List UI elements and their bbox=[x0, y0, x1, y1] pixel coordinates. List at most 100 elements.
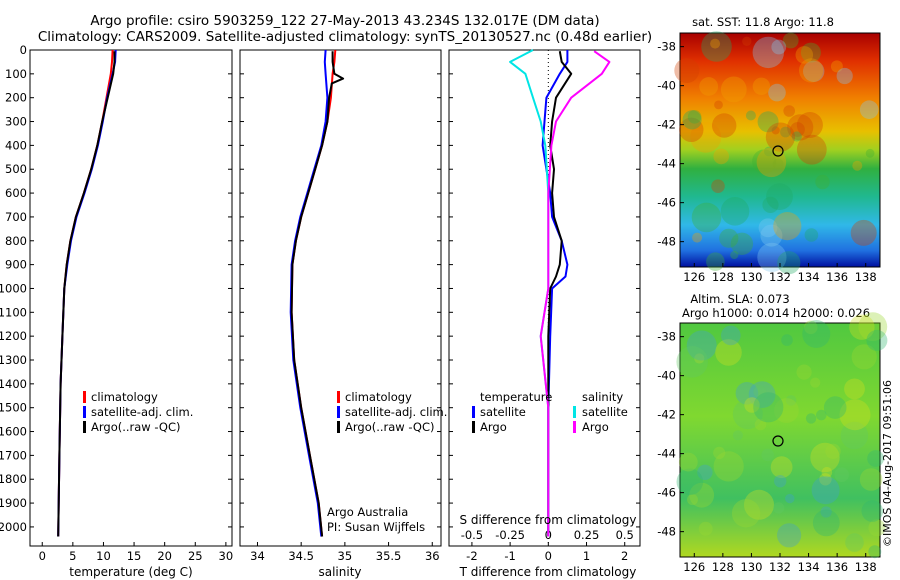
temperature-series-argo bbox=[57, 51, 116, 537]
map-texture-blob bbox=[796, 112, 823, 138]
depth-tick-label: 1600 bbox=[0, 425, 27, 439]
map-texture-blob bbox=[731, 499, 761, 528]
tdiff-tick-label: -1 bbox=[504, 549, 515, 563]
depth-tick-label: 900 bbox=[5, 258, 27, 272]
map-lat-tick-label: -48 bbox=[657, 525, 676, 539]
legend-swatch-satellite bbox=[83, 406, 86, 418]
map-texture-blob bbox=[694, 353, 705, 364]
map-texture-blob bbox=[752, 149, 777, 174]
map-lat-tick-label: -46 bbox=[657, 196, 676, 210]
map-texture-blob bbox=[771, 126, 780, 135]
sla-map bbox=[676, 312, 888, 559]
map-texture-blob bbox=[810, 442, 840, 473]
map-texture-blob bbox=[765, 122, 796, 152]
legend-swatch-sal-satellite bbox=[573, 406, 576, 418]
map-texture-blob bbox=[761, 448, 774, 462]
map-texture-blob bbox=[762, 196, 779, 213]
legend-swatch-temp-satellite bbox=[472, 406, 475, 418]
map-texture-blob bbox=[713, 148, 729, 165]
map-texture-blob bbox=[799, 58, 824, 83]
map-texture-blob bbox=[690, 121, 722, 153]
temperature-tick-label: 25 bbox=[188, 549, 203, 563]
map-texture-blob bbox=[698, 521, 713, 536]
depth-tick-label: 1200 bbox=[0, 329, 27, 343]
map-texture-blob bbox=[713, 451, 744, 482]
sla-map-field bbox=[679, 322, 881, 558]
map-lon-tick-label: 132 bbox=[769, 270, 791, 284]
salinity-tick-label: 36 bbox=[425, 549, 440, 563]
salinity-series-argo bbox=[290, 51, 345, 537]
difference-xlabel-top: S difference from climatology bbox=[460, 513, 637, 527]
map-texture-blob bbox=[787, 114, 814, 141]
salinity-annotation-line1: Argo Australia bbox=[327, 505, 408, 519]
map-lon-tick-label: 134 bbox=[798, 560, 820, 574]
sst-map-axes: 126 128 130 132 134 136 138 -38 -40 -42 -44 -46 -48 bbox=[657, 40, 876, 284]
map-texture-blob bbox=[712, 113, 737, 138]
profile-series bbox=[57, 49, 611, 537]
sdiff-tick-label: -0.5 bbox=[461, 528, 483, 542]
salinity-tick-label: 34 bbox=[250, 549, 265, 563]
imos-credit: ©IMOS 04-Aug-2017 09:51:06 bbox=[881, 380, 894, 547]
map-texture-blob bbox=[735, 382, 759, 405]
map-texture-blob bbox=[777, 251, 801, 275]
map-texture-blob bbox=[785, 493, 795, 504]
map-lon-tick-label: 128 bbox=[712, 270, 734, 284]
map-texture-blob bbox=[791, 131, 802, 142]
depth-tick-label: 1900 bbox=[0, 496, 27, 510]
depth-tick-label: 1800 bbox=[0, 472, 27, 486]
map-lon-tick-label: 130 bbox=[740, 270, 762, 284]
legend-swatch-argo bbox=[83, 421, 86, 433]
sst-map bbox=[674, 31, 881, 275]
salinity-panel bbox=[239, 49, 442, 547]
map-texture-blob bbox=[719, 228, 739, 248]
map-texture-blob bbox=[758, 218, 778, 238]
map-lat-tick-label: -44 bbox=[657, 157, 676, 171]
depth-tick-label: 1700 bbox=[0, 448, 27, 462]
map-lat-tick-label: -42 bbox=[657, 118, 676, 132]
map-texture-blob bbox=[819, 473, 832, 486]
map-texture-blob bbox=[812, 509, 840, 537]
depth-tick-label: 1300 bbox=[0, 353, 27, 367]
map-texture-blob bbox=[851, 344, 877, 370]
tdiff-tick-label: 2 bbox=[621, 549, 628, 563]
sst-map-argo-marker bbox=[772, 145, 784, 157]
map-texture-blob bbox=[774, 398, 799, 423]
map-texture-blob bbox=[686, 330, 717, 361]
depth-tick-label: 400 bbox=[5, 138, 27, 152]
legend-swatch-climatology bbox=[83, 391, 86, 403]
map-texture-blob bbox=[730, 250, 739, 260]
sst-map-title: sat. SST: 11.8 Argo: 11.8 bbox=[692, 15, 834, 29]
tdiff-series-satellite bbox=[541, 50, 569, 537]
tdiff-tick-label: -2 bbox=[466, 549, 477, 563]
map-texture-blob bbox=[781, 334, 793, 346]
map-texture-blob bbox=[777, 523, 802, 548]
map-lon-tick-label: 132 bbox=[769, 560, 791, 574]
map-texture-blob bbox=[859, 100, 879, 119]
map-texture-blob bbox=[845, 533, 864, 552]
map-texture-blob bbox=[732, 430, 744, 441]
map-lat-tick-label: -40 bbox=[657, 369, 676, 383]
map-texture-blob bbox=[770, 456, 793, 479]
map-lon-tick-label: 126 bbox=[683, 560, 705, 574]
temperature-axes: 0100200300400500600700800900100011001200… bbox=[0, 43, 233, 563]
legend-label-argo: Argo(..raw -QC) bbox=[345, 420, 435, 434]
map-texture-blob bbox=[732, 399, 763, 430]
map-texture-blob bbox=[825, 443, 841, 459]
map-texture-blob bbox=[711, 179, 725, 193]
map-texture-blob bbox=[840, 421, 869, 450]
map-texture-blob bbox=[756, 147, 787, 178]
map-texture-blob bbox=[745, 110, 756, 121]
map-texture-blob bbox=[692, 232, 703, 243]
map-texture-blob bbox=[757, 242, 787, 272]
map-texture-blob bbox=[691, 202, 722, 233]
legend-label-satellite: satellite-adj. clim. bbox=[91, 405, 193, 419]
map-texture-blob bbox=[757, 111, 779, 133]
legend-title-salinity: salinity bbox=[582, 390, 623, 404]
depth-tick-label: 700 bbox=[5, 210, 27, 224]
map-texture-blob bbox=[852, 160, 863, 171]
map-texture-blob bbox=[674, 58, 700, 83]
map-texture-blob bbox=[752, 36, 784, 69]
map-lat-tick-label: -44 bbox=[657, 447, 676, 461]
map-texture-blob bbox=[713, 446, 726, 459]
map-texture-blob bbox=[720, 76, 747, 103]
